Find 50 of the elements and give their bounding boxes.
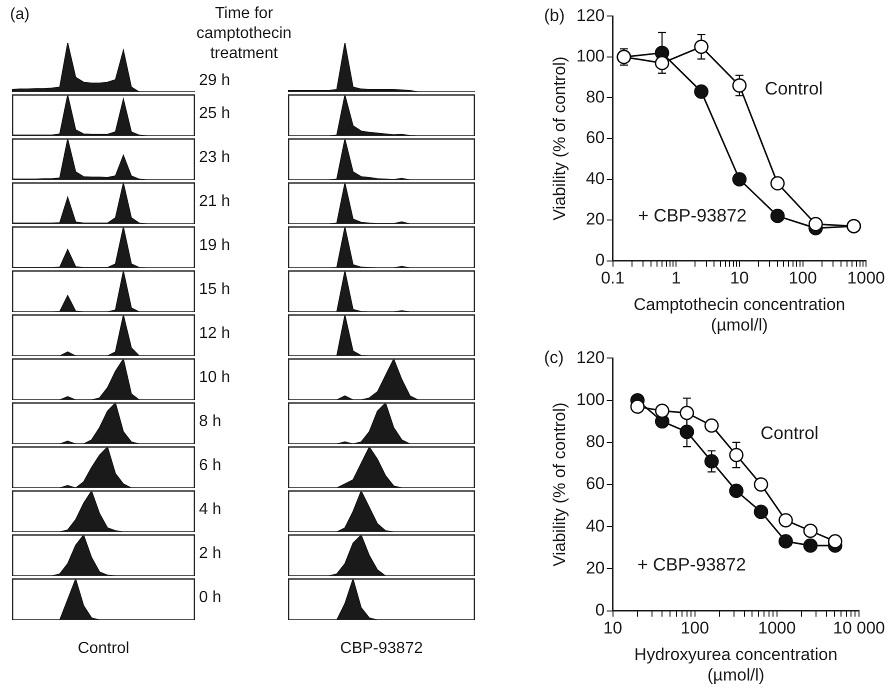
x-tick-label: 10	[730, 268, 749, 288]
y-tick-label: 120	[576, 348, 605, 367]
series-label: + CBP-93872	[638, 206, 747, 226]
text: 21 h	[199, 193, 232, 211]
text: (b)	[544, 6, 565, 26]
text: 15 h	[199, 281, 232, 299]
x-tick-label: 10	[603, 618, 622, 638]
y-tick-label: 120	[576, 6, 605, 25]
y-tick-label: 80	[586, 87, 605, 106]
text: 25 h	[199, 105, 232, 123]
x-tick-label: 100	[680, 618, 710, 638]
text: 6 h	[199, 457, 222, 475]
x-axis-title: Camptothecin concentration (µmol/l)	[634, 295, 846, 334]
text: (c)	[544, 348, 564, 368]
series-label: + CBP-93872	[637, 554, 746, 574]
x-tick-label: 1000	[847, 268, 886, 288]
y-tick-label: 60	[586, 474, 605, 494]
annotation: Time for camptothecin treatment	[195, 4, 293, 64]
y-tick-label: 40	[586, 516, 605, 536]
x-axis-title: CBP-93872	[339, 640, 424, 658]
y-axis-title: Viability (% of control)	[550, 402, 569, 567]
y-tick-label: 100	[576, 46, 605, 66]
x-tick-label: 1000	[758, 618, 796, 638]
y-tick-label: 60	[586, 128, 605, 148]
text: 8 h	[199, 413, 222, 431]
y-tick-label: 20	[586, 210, 605, 229]
text: (a)	[10, 6, 30, 24]
series-label: Control	[764, 78, 823, 99]
text: 2 h	[199, 545, 222, 563]
x-tick-label: 0.1	[600, 268, 625, 288]
x-axis-title: Control	[76, 640, 130, 658]
text: 4 h	[199, 501, 222, 519]
text: 19 h	[199, 237, 232, 255]
y-tick-label: 40	[586, 168, 605, 188]
x-tick-label: 100	[788, 268, 817, 288]
y-axis-title: Viability (% of control)	[550, 56, 569, 221]
text: 29 h	[199, 72, 232, 90]
x-axis-title: Hydroxyurea concentration (µmol/l)	[634, 645, 838, 684]
text: 23 h	[199, 149, 232, 167]
text: 10 h	[199, 369, 232, 387]
x-tick-label: 1	[671, 268, 681, 288]
text: 12 h	[199, 325, 232, 343]
y-tick-label: 20	[586, 558, 605, 578]
x-tick-label: 10 000	[833, 618, 885, 638]
y-tick-label: 80	[586, 432, 605, 452]
y-tick-label: 100	[576, 390, 605, 409]
series-label: Control	[760, 422, 819, 443]
text: 0 h	[199, 589, 222, 607]
y-tick-label: 0	[595, 600, 605, 620]
y-tick-label: 0	[595, 250, 605, 270]
